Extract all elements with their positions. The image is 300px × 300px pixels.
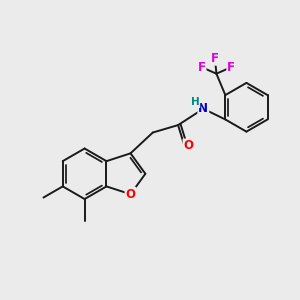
Text: N: N — [198, 102, 208, 115]
Text: F: F — [227, 61, 235, 74]
Text: O: O — [184, 140, 194, 152]
Text: F: F — [197, 61, 206, 74]
Text: F: F — [211, 52, 219, 65]
Text: H: H — [190, 97, 200, 107]
Text: O: O — [125, 188, 136, 201]
